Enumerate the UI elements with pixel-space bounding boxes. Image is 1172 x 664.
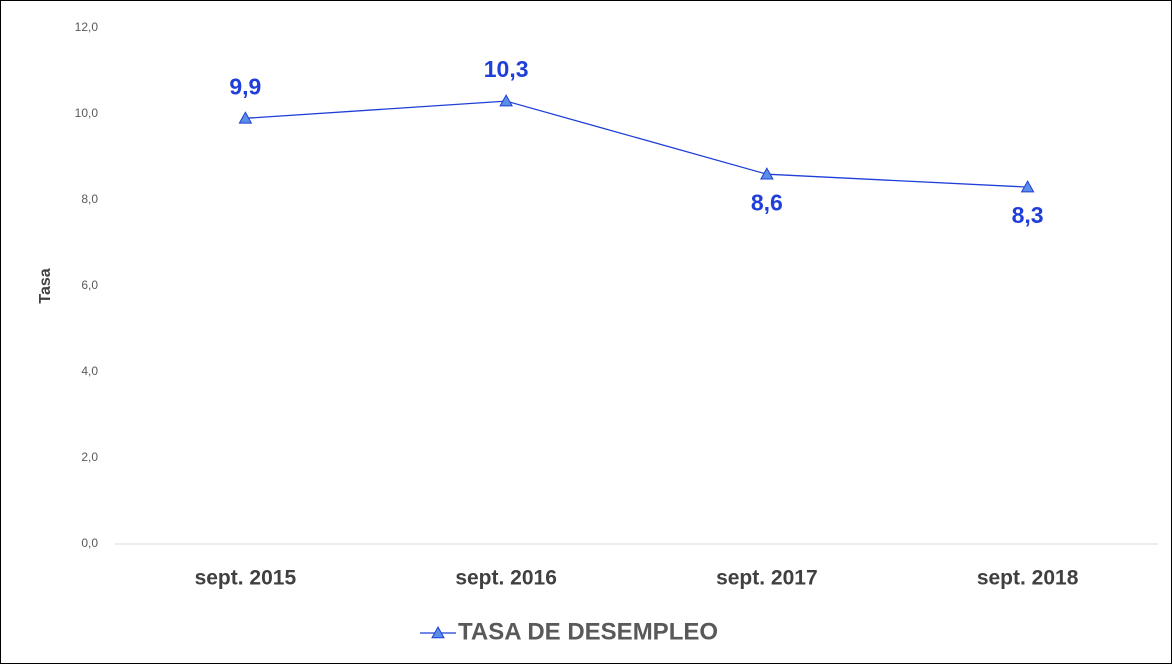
- legend-label: TASA DE DESEMPLEO: [458, 618, 718, 645]
- x-tick-label: sept. 2017: [716, 567, 818, 590]
- y-tick-label: 8,0: [81, 192, 98, 206]
- y-tick-label: 12,0: [75, 20, 99, 34]
- marker: [760, 167, 774, 180]
- marker: [1020, 180, 1035, 193]
- y-tick-label: 10,0: [75, 106, 99, 120]
- y-tick-label: 0,0: [81, 536, 98, 550]
- y-axis-label: Tasa: [37, 268, 54, 303]
- x-tick-label: sept. 2018: [977, 567, 1079, 590]
- value-label: 8,3: [1012, 202, 1044, 228]
- value-label: 8,6: [751, 189, 783, 215]
- value-label: 9,9: [229, 73, 261, 99]
- y-tick-label: 6,0: [81, 278, 98, 292]
- legend-marker: [431, 625, 445, 639]
- y-tick-label: 2,0: [81, 450, 98, 464]
- value-label: 10,3: [484, 56, 529, 82]
- x-tick-label: sept. 2015: [195, 567, 297, 590]
- x-tick-label: sept. 2016: [455, 567, 557, 590]
- series-line: [245, 100, 1028, 188]
- marker: [238, 111, 253, 124]
- marker: [499, 94, 513, 107]
- y-tick-label: 4,0: [81, 364, 98, 378]
